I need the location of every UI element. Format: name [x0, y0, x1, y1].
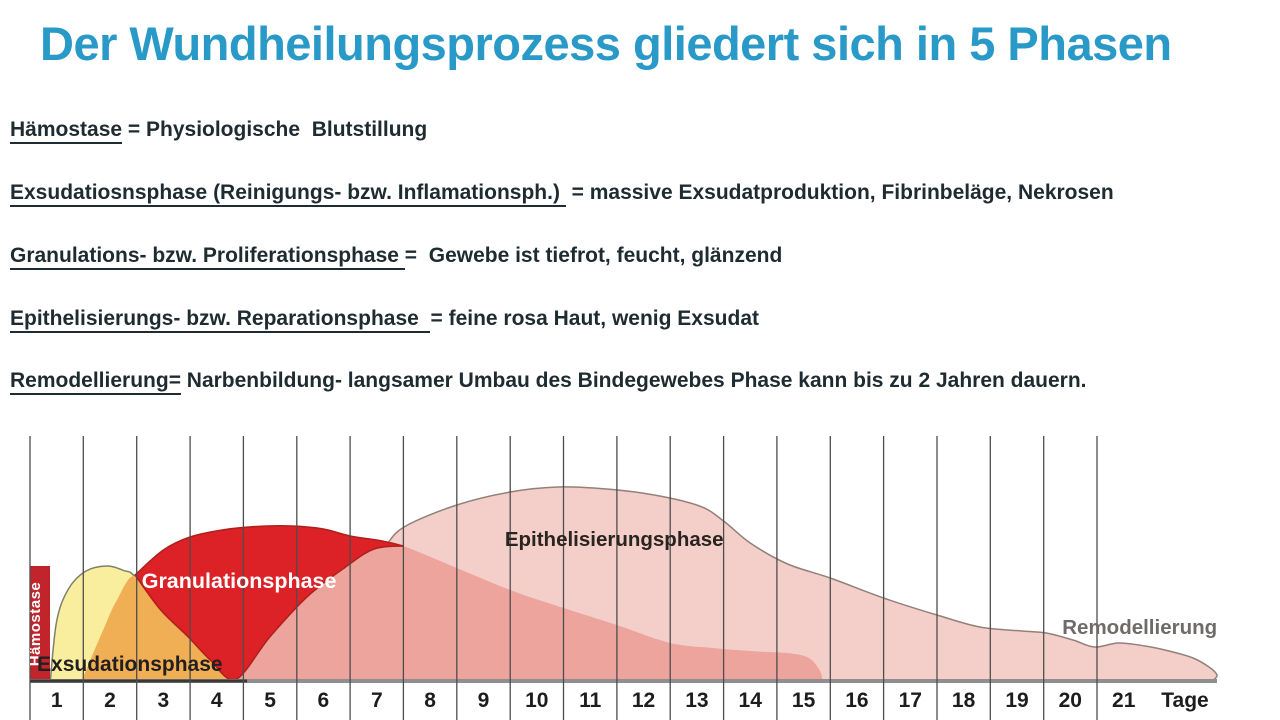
definition-description: = massive Exsudatproduktion, Fibrinbeläg…	[565, 181, 1114, 204]
definition-term: Exsudatiosnsphase (Reinigungs- bzw. Infl…	[10, 181, 566, 207]
day-tick-label: 2	[104, 689, 116, 712]
definition-description: Narbenbildung- langsamer Umbau des Binde…	[180, 369, 1087, 392]
day-tick-label: 18	[952, 689, 976, 712]
definition-line: Granulations- bzw. Proliferationsphase =…	[10, 242, 783, 270]
definition-term: Remodellierung=	[10, 369, 181, 395]
day-tick-label: 21	[1112, 689, 1136, 712]
phase-shape-hämostase	[30, 566, 50, 681]
day-gridlines	[29, 436, 1098, 720]
day-tick-label: 14	[739, 689, 763, 712]
definition-line: Epithelisierungs- bzw. Reparationsphase …	[10, 305, 759, 333]
day-tick-label: 17	[899, 689, 922, 712]
definition-term: Granulations- bzw. Proliferationsphase	[10, 244, 405, 270]
day-tick-label: 15	[792, 689, 816, 712]
day-tick-label: 12	[632, 689, 655, 712]
definition-term: Epithelisierungs- bzw. Reparationsphase	[10, 307, 431, 333]
day-tick-label: 11	[579, 689, 602, 712]
definition-description: = Physiologische Blutstillung	[122, 118, 428, 141]
day-tick-label: 4	[211, 689, 223, 712]
day-tick-label: 9	[478, 689, 490, 712]
phase-label-hämostase: Hämostase	[27, 582, 44, 667]
phase-shape-epithelisierungsphase-überlappung-	[234, 541, 823, 681]
day-tick-label: 13	[685, 689, 708, 712]
definition-description: = feine rosa Haut, wenig Exsudat	[430, 307, 759, 330]
definition-term: Hämostase	[10, 118, 123, 144]
day-tick-label: 19	[1005, 689, 1028, 712]
day-tick-label: 8	[424, 689, 436, 712]
day-tick-label: 20	[1059, 689, 1082, 712]
day-tick-label: 6	[318, 689, 330, 712]
day-tick-label: 7	[371, 689, 383, 712]
definition-line: Exsudatiosnsphase (Reinigungs- bzw. Infl…	[10, 179, 1114, 207]
day-tick-label: 5	[264, 689, 276, 712]
definition-description: = Gewebe ist tiefrot, feucht, glänzend	[404, 244, 783, 267]
phase-shape-überlappung-exsudations-granulationsphase	[81, 575, 235, 681]
phase-label-remodellierung: Remodellierung	[1062, 616, 1217, 639]
phase-label-granulationsphase: Granulationsphase	[142, 569, 337, 593]
page-title: Der Wundheilungsprozess gliedert sich in…	[40, 17, 1172, 70]
day-tick-label: 1	[51, 689, 63, 712]
definition-line: Remodellierung= Narbenbildung- langsamer…	[10, 367, 1087, 395]
day-tick-label: 10	[525, 689, 548, 712]
day-tick-label: 16	[845, 689, 868, 712]
day-tick-label: 3	[158, 689, 170, 712]
phase-label-epithelisierungsphase: Epithelisierungsphase	[505, 528, 724, 551]
definition-line: Hämostase = Physiologische Blutstillung	[10, 116, 428, 144]
wound-healing-chart: 1 2 3 4 5 6 7 8 9 10 11 12 13 14 15 16 17 18 19 20 21 Tage Häm…	[0, 430, 1280, 720]
x-axis-unit-label: Tage	[1161, 689, 1208, 712]
phases-area-chart: 1 2 3 4 5 6 7 8 9 10 11 12 13 14 15 16 17 18 19 20 21 TageHäm…	[27, 436, 1218, 720]
day-tick-labels: 1 2 3 4 5 6 7 8 9 10 11 12 13 14 15 16 17 18 19 20 21 Tage	[51, 689, 1209, 712]
phase-label-exsudationsphase: Exsudationsphase	[37, 653, 223, 676]
